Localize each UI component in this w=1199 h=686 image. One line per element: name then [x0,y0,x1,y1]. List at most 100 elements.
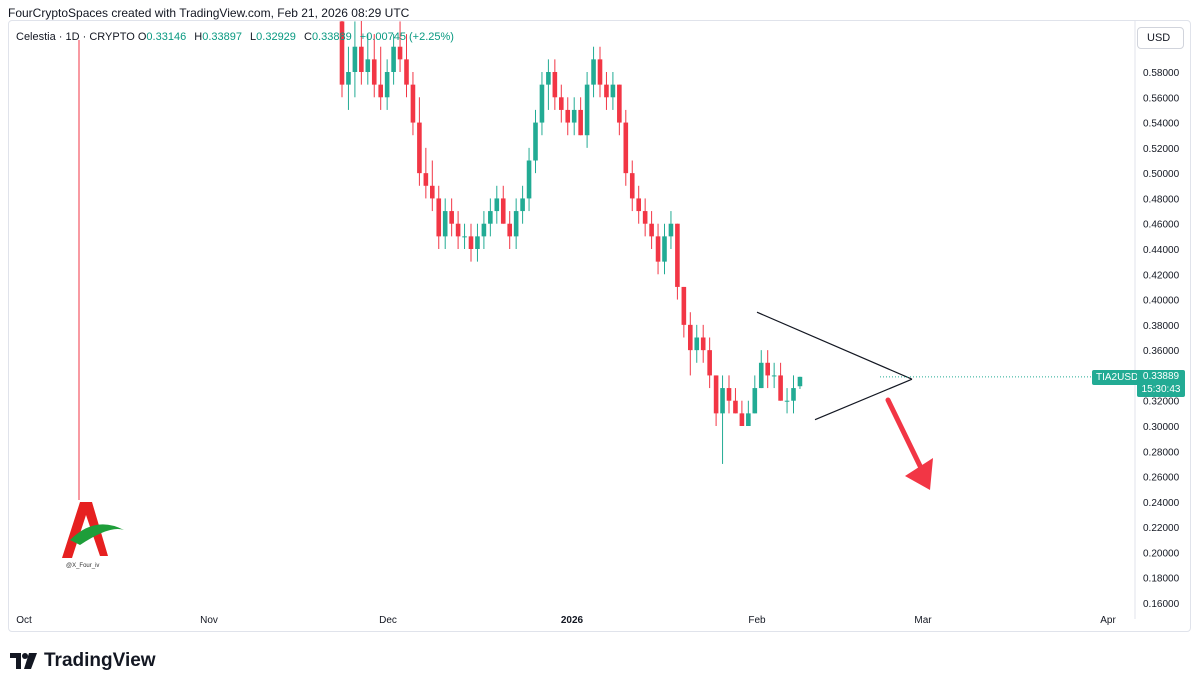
candle-body [720,388,725,414]
legend-open-label: O [137,31,147,43]
candle-body [578,109,583,136]
candle-body [546,72,551,85]
last-price-tag: 0.33889 15:30:43 [1137,370,1185,397]
legend-close-value: 0.33889 [311,31,352,43]
legend-low-label: L [250,31,257,43]
candle-body [436,198,442,237]
candle-body [397,46,403,60]
candle-body [384,72,390,98]
tradingview-logo[interactable]: TradingView [10,650,156,672]
tradingview-brand: TradingView [44,650,156,671]
candle-body [417,122,422,174]
y-tick-label: 0.44000 [1143,245,1180,256]
candle-body [617,84,622,123]
candle-body [533,122,538,161]
y-tick-label: 0.52000 [1143,144,1180,155]
candle-body [391,46,396,72]
candle-body [346,72,351,85]
candle-body [449,211,454,224]
candle-body [597,59,603,85]
y-tick-label: 0.40000 [1143,296,1180,307]
symbol-legend: Celestia · 1D · CRYPTO O0.33146 H0.33897… [16,31,459,43]
y-tick-label: 0.16000 [1143,599,1180,610]
x-tick-label: Dec [379,615,397,626]
last-price-value: 0.33889 [1142,371,1180,382]
legend-high-value: 0.33897 [202,31,242,43]
candle-body [359,46,364,72]
candle-body [539,84,545,123]
candle-body [746,413,751,426]
candle-body [610,84,616,98]
legend-open-value: 0.33146 [146,31,187,43]
legend-high-label: H [194,31,203,43]
candle-body [655,236,661,262]
candle-body [520,198,525,212]
x-tick-label: Feb [748,615,766,626]
candle-body [739,413,745,426]
candle-body [475,236,480,249]
candle-body [700,337,706,351]
candle-body [552,72,558,98]
candle-body [513,211,519,237]
chart-panel [8,20,1191,632]
triangle-upper-line [756,311,913,380]
candle-body [765,362,770,376]
candle-body [352,46,358,72]
watermark-logo-swoosh [70,524,124,545]
y-tick-label: 0.48000 [1143,194,1180,205]
candles-group [339,21,803,464]
legend-low-value: 0.32929 [256,31,296,43]
candle-body [604,84,609,98]
candle-body [675,223,680,287]
tradingview-logo-icon [10,653,37,669]
candle-body [771,375,777,377]
candle-body [559,97,564,110]
candle-body [468,236,474,249]
candle-body [365,59,371,72]
currency-selector[interactable]: USD [1137,27,1184,49]
candle-body [758,362,764,389]
watermark-handle: @X_Four_iv [66,563,100,569]
candle-body [488,211,493,224]
y-tick-label: 0.58000 [1143,68,1180,79]
y-tick-label: 0.26000 [1143,473,1180,484]
candle-body [404,59,409,85]
candle-body [455,223,461,237]
legend-close-label: C [303,31,312,43]
y-tick-label: 0.18000 [1143,574,1180,585]
ticker-tag: TIA2USD [1092,370,1143,385]
y-tick-label: 0.54000 [1143,119,1180,130]
watermark-logo-a [62,502,108,558]
candle-body [584,84,590,136]
candle-body [752,388,758,414]
candle-body [500,198,506,224]
candle-body [430,185,435,199]
candle-body [623,122,629,174]
candle-body [526,160,532,199]
candle-body [571,109,577,123]
candle-body [681,286,687,325]
y-tick-label: 0.20000 [1143,548,1180,559]
y-tick-label: 0.22000 [1143,523,1180,534]
down-arrow-head [905,458,933,490]
legend-change-value: +0.00745 (+2.25%) [359,31,454,43]
down-arrow-shaft [885,397,925,473]
y-tick-label: 0.38000 [1143,321,1180,332]
chart-header-caption: FourCryptoSpaces created with TradingVie… [8,6,410,20]
y-tick-label: 0.32000 [1143,397,1180,408]
candle-body [694,337,700,351]
y-tick-label: 0.24000 [1143,498,1180,509]
candle-body [481,223,487,237]
y-tick-label: 0.50000 [1143,169,1180,180]
x-tick-label: Mar [914,615,932,626]
y-tick-label: 0.36000 [1143,346,1180,357]
candle-body [378,84,383,98]
candle-countdown: 15:30:43 [1141,384,1181,395]
candle-body [442,211,448,237]
x-tick-label: 2026 [561,615,584,626]
candle-body [784,400,790,402]
candle-body [339,21,345,85]
candle-body [410,84,416,123]
y-tick-label: 0.42000 [1143,270,1180,281]
